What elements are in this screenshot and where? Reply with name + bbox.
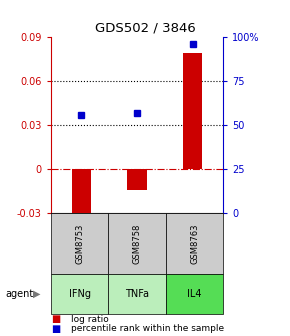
Text: TNFa: TNFa xyxy=(125,289,149,299)
Bar xyxy=(127,169,147,190)
Text: IFNg: IFNg xyxy=(68,289,90,299)
Bar xyxy=(72,169,91,222)
Text: agent: agent xyxy=(6,289,34,299)
Text: GSM8763: GSM8763 xyxy=(190,223,199,264)
Text: ■: ■ xyxy=(51,324,60,334)
Text: ■: ■ xyxy=(51,314,60,324)
Text: GDS502 / 3846: GDS502 / 3846 xyxy=(95,22,195,35)
Bar xyxy=(183,53,202,169)
Text: percentile rank within the sample: percentile rank within the sample xyxy=(71,324,224,333)
Text: GSM8753: GSM8753 xyxy=(75,223,84,264)
Text: IL4: IL4 xyxy=(187,289,202,299)
Text: ▶: ▶ xyxy=(32,289,40,299)
Text: GSM8758: GSM8758 xyxy=(133,223,142,264)
Text: log ratio: log ratio xyxy=(71,315,109,324)
